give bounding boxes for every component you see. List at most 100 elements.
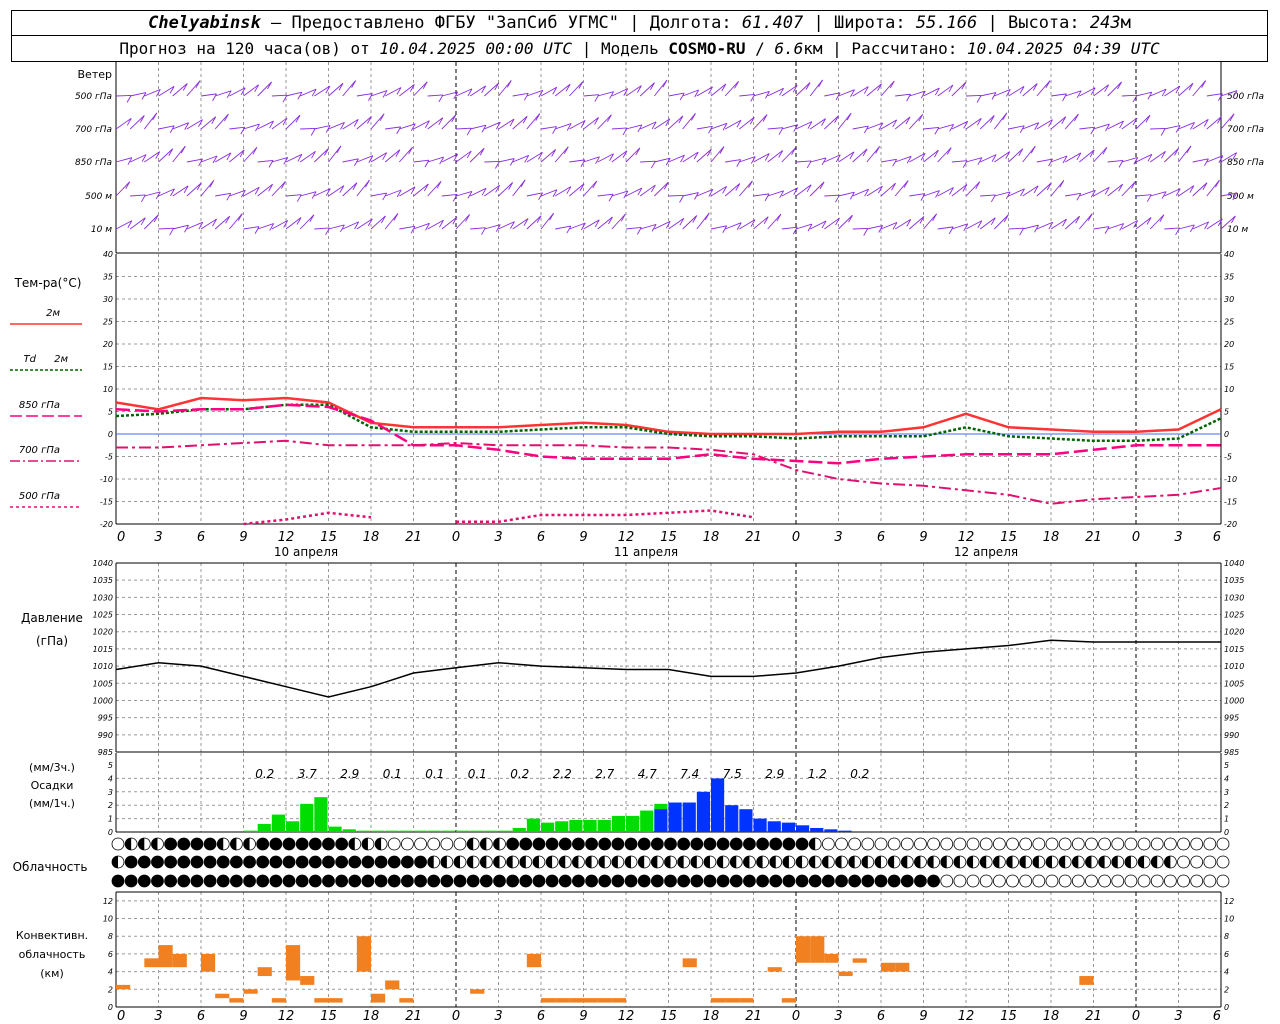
- wind-barb: [455, 88, 473, 97]
- wind-barb-flag: [566, 225, 572, 234]
- y-tick-label-right: -5: [1224, 453, 1232, 462]
- wind-barb-flag: [226, 90, 232, 99]
- wind-barb-flag: [481, 125, 487, 133]
- cloud-cover-symbol: [966, 837, 980, 851]
- time-tick-label: 9: [239, 530, 247, 545]
- wind-barb: [767, 150, 783, 163]
- cloud-cover-half: [572, 856, 579, 868]
- wind-barb: [611, 190, 628, 197]
- cloud-cover-half: [1032, 856, 1039, 868]
- wind-barb-flag: [295, 115, 301, 123]
- wind-barb-flag: [736, 159, 742, 167]
- wind-barb: [186, 80, 201, 97]
- wind-barb: [356, 179, 370, 197]
- wind-barb-flag: [793, 124, 799, 132]
- wind-barb-flag: [126, 95, 132, 103]
- cloud-cover-symbol: [690, 874, 704, 888]
- wind-barb-flag: [425, 223, 430, 231]
- wind-barb: [1149, 88, 1167, 97]
- wind-barb-flag: [1203, 119, 1209, 127]
- precip-bar-1h: [753, 818, 767, 832]
- cloud-cover-half: [782, 856, 789, 868]
- cloud-cover-symbol: [769, 837, 783, 851]
- cloud-cover-symbol: [992, 837, 1006, 851]
- y-tick-label-right: 1015: [1224, 645, 1244, 654]
- wind-barb: [894, 180, 909, 197]
- wind-barb-flag: [708, 126, 713, 134]
- wind-barb-flag: [863, 125, 869, 134]
- wind-barb: [1078, 213, 1093, 230]
- wind-barb-flag: [962, 184, 968, 192]
- wind-barb-flag: [608, 216, 613, 225]
- wind-barb: [838, 214, 853, 230]
- cloud-cover-symbol: [190, 837, 204, 851]
- wind-barb: [1164, 125, 1181, 130]
- precip-bar-3h: [257, 823, 271, 832]
- wind-barb-flag: [1090, 190, 1096, 198]
- wind-barb: [710, 225, 727, 230]
- wind-barb: [795, 223, 813, 230]
- wind-barb: [809, 118, 826, 130]
- wind-barb-flag: [566, 186, 572, 194]
- wind-barb: [1206, 116, 1222, 130]
- convective-cloud-bar: [172, 953, 187, 968]
- lon-value: 61.407: [741, 13, 804, 33]
- cloud-cover-half: [835, 856, 842, 868]
- wind-barb-flag: [963, 121, 969, 129]
- cloud-cover-symbol: [887, 874, 901, 888]
- wind-barb-flag: [198, 119, 203, 127]
- wind-barb-flag: [722, 225, 728, 234]
- precip-3h-total: 0.1: [383, 767, 402, 781]
- wind-barb: [526, 113, 541, 130]
- wind-barb: [682, 89, 699, 97]
- cloud-cover-half: [940, 856, 947, 868]
- series-t2m: [115, 396, 1222, 436]
- wind-barb-flag: [1104, 186, 1110, 195]
- wind-barb: [172, 224, 189, 230]
- wind-barb: [654, 181, 669, 197]
- wind-barb-flag: [494, 161, 500, 169]
- wind-barb: [342, 158, 359, 163]
- wind-barb: [1135, 91, 1152, 97]
- wind-barb-flag: [182, 83, 188, 91]
- cloud-cover-symbol: [703, 837, 717, 851]
- wind-barb: [838, 89, 855, 97]
- wind-barb-flag: [395, 149, 401, 157]
- wind-barb: [668, 217, 685, 230]
- y-tick-label-left: 0: [108, 1003, 113, 1012]
- wind-barb: [314, 188, 331, 197]
- wind-barb-flag: [367, 116, 372, 124]
- precip-bar-1h: [682, 802, 696, 832]
- time-tick-label: 3: [1174, 530, 1182, 545]
- day-label: 12 апреля: [954, 545, 1018, 559]
- time-tick-label: 12: [618, 530, 635, 545]
- cloud-cover-half: [611, 856, 618, 868]
- wind-barb-flag: [892, 119, 898, 128]
- wind-barb: [1121, 156, 1138, 163]
- precip-bar-1h: [838, 830, 852, 832]
- wind-barb-flag: [594, 117, 599, 125]
- y-tick-label-left: 20: [103, 340, 113, 349]
- cloud-cover-symbol: [111, 874, 125, 888]
- y-tick-label-right: 1030: [1224, 593, 1244, 602]
- wind-barb-flag: [906, 156, 912, 164]
- wind-barb-flag: [354, 221, 360, 230]
- precip-bar-3h: [526, 818, 540, 832]
- precip-bar-1h: [696, 791, 710, 832]
- model-name: COSMO-RU: [668, 39, 746, 58]
- cloud-cover-half: [822, 856, 829, 868]
- wind-barb-flag: [875, 146, 881, 154]
- wind-barb: [682, 192, 699, 197]
- wind-barb: [314, 85, 331, 97]
- wind-barb-flag: [905, 116, 911, 125]
- wind-barb-flag: [396, 87, 402, 95]
- cloud-cover-symbol: [1058, 837, 1072, 851]
- wind-barb-flag: [297, 92, 303, 100]
- wind-barb-flag: [508, 182, 514, 190]
- y-tick-label-left: 2: [108, 801, 113, 810]
- wind-barb-flag: [408, 146, 413, 155]
- wind-barb-flag: [580, 222, 586, 231]
- wind-barb: [696, 86, 713, 97]
- y-tick-label-right: -10: [1224, 475, 1237, 484]
- cloud-cover-symbol: [900, 874, 914, 888]
